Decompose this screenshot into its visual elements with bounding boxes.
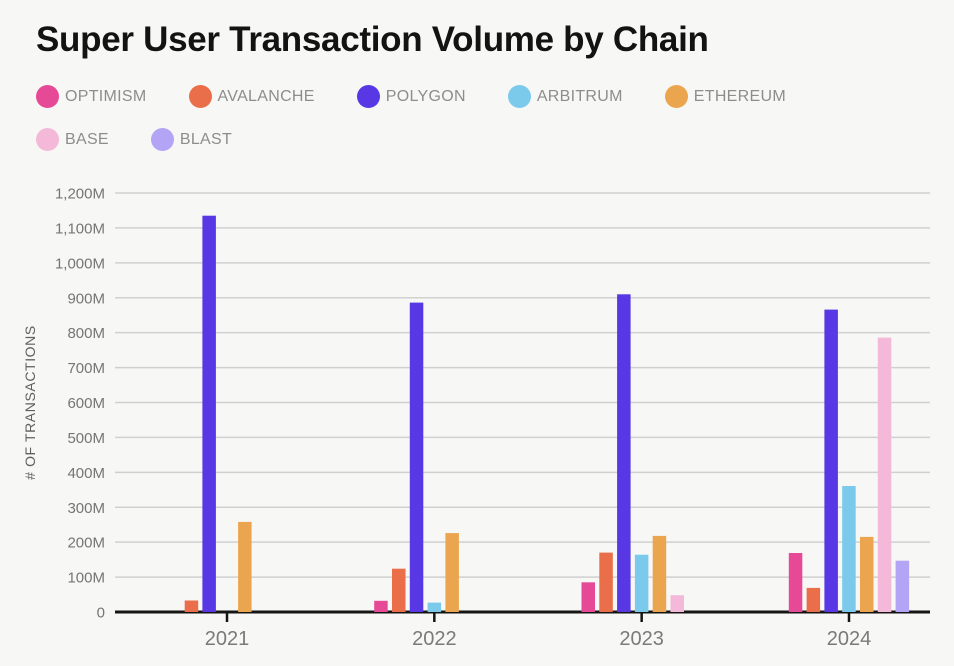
x-label-2024: 2024 <box>827 628 872 650</box>
legend-label-base: BASE <box>65 130 109 148</box>
legend-item-arbitrum[interactable]: ARBITRUM <box>507 85 623 108</box>
bar-avalanche-2021[interactable] <box>184 600 199 613</box>
x-label-2021: 2021 <box>205 628 250 650</box>
y-tick-label: 500M <box>67 430 105 447</box>
bar-ethereum-2022[interactable] <box>445 533 459 612</box>
bar-arbitrum-2023[interactable] <box>634 554 649 612</box>
bar-base-2024[interactable] <box>877 337 892 612</box>
bar-optimism-2022[interactable] <box>374 600 388 612</box>
y-axis-title: # OF TRANSACTIONS <box>22 325 38 480</box>
y-tick-label: 200M <box>67 535 105 552</box>
legend-label-optimism: OPTIMISM <box>65 87 147 105</box>
bar-ethereum-2021[interactable] <box>238 521 252 612</box>
y-tick-label: 100M <box>67 570 105 587</box>
legend-swatch-avalanche <box>188 85 212 108</box>
bar-polygon-2024[interactable] <box>824 309 838 612</box>
legend: OPTIMISM AVALANCHE POLYGON ARBITRUM ETHEREUM… <box>36 85 836 151</box>
bar-avalanche-2022[interactable] <box>392 568 406 612</box>
bar-base-2023[interactable] <box>670 595 685 612</box>
legend-swatch-arbitrum <box>507 85 531 108</box>
y-tick-label: 600M <box>67 395 105 412</box>
y-tick-label: 400M <box>67 465 105 482</box>
bar-blast-2024[interactable] <box>895 560 910 612</box>
bar-arbitrum-2024[interactable] <box>842 486 856 612</box>
x-label-2022: 2022 <box>412 628 457 650</box>
legend-item-blast[interactable]: BLAST <box>150 128 233 151</box>
legend-item-base[interactable]: BASE <box>36 128 109 151</box>
legend-swatch-ethereum <box>664 85 688 108</box>
y-tick-label: 1,200M <box>55 186 105 203</box>
y-tick-label: 1,000M <box>55 255 105 272</box>
chart-title: Super User Transaction Volume by Chain <box>36 20 709 59</box>
bar-avalanche-2024[interactable] <box>806 587 821 612</box>
legend-item-avalanche[interactable]: AVALANCHE <box>188 85 315 108</box>
legend-label-polygon: POLYGON <box>385 87 466 105</box>
bar-avalanche-2023[interactable] <box>599 552 613 612</box>
bar-ethereum-2023[interactable] <box>652 535 667 612</box>
bar-polygon-2022[interactable] <box>409 302 424 612</box>
legend-label-ethereum: ETHEREUM <box>693 87 786 105</box>
legend-swatch-blast <box>150 128 174 151</box>
legend-swatch-polygon <box>356 85 380 108</box>
y-tick-label: 0 <box>97 605 105 622</box>
legend-label-arbitrum: ARBITRUM <box>536 87 623 105</box>
bar-optimism-2024[interactable] <box>788 553 803 612</box>
legend-swatch-optimism <box>36 85 59 108</box>
bar-polygon-2021[interactable] <box>202 215 216 612</box>
legend-swatch-base <box>36 128 59 151</box>
bar-polygon-2023[interactable] <box>617 294 631 612</box>
legend-label-avalanche: AVALANCHE <box>217 87 315 105</box>
y-tick-label: 800M <box>67 325 105 342</box>
legend-item-ethereum[interactable]: ETHEREUM <box>664 85 786 108</box>
x-label-2023: 2023 <box>619 628 664 650</box>
legend-label-blast: BLAST <box>179 130 233 148</box>
bar-optimism-2023[interactable] <box>581 582 596 612</box>
bar-arbitrum-2022[interactable] <box>427 602 442 612</box>
y-tick-label: 1,100M <box>55 220 105 237</box>
y-tick-label: 300M <box>67 500 105 517</box>
y-tick-label: 700M <box>67 360 105 377</box>
legend-item-polygon[interactable]: POLYGON <box>356 85 466 108</box>
bar-chart: 0 100M 200M 300M 400M 500M 600M 700M 800M 900M 1,0… <box>22 186 930 650</box>
bar-ethereum-2024[interactable] <box>860 536 874 612</box>
y-tick-label: 900M <box>67 290 105 307</box>
legend-item-optimism[interactable]: OPTIMISM <box>36 85 147 108</box>
